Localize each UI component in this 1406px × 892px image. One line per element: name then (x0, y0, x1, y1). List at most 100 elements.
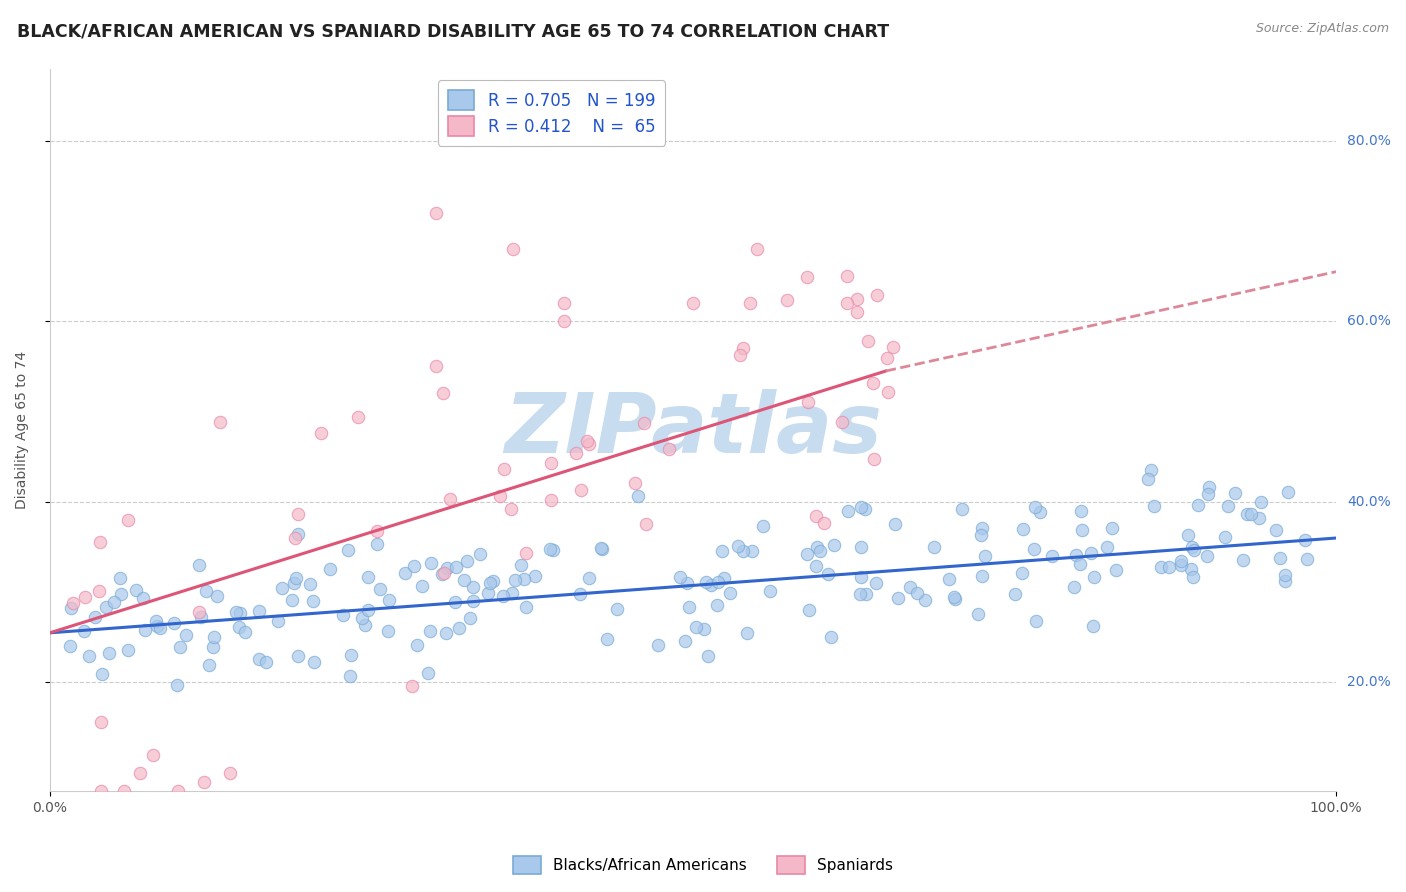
Point (706, 598, 728, 612)
Point (804, 508, 827, 523)
Point (401, 679, 423, 693)
Text: Source: ZipAtlas.com: Source: ZipAtlas.com (1256, 22, 1389, 36)
Point (849, 570, 872, 584)
Point (914, 593, 936, 607)
Point (128, 765, 150, 780)
Point (502, 242, 524, 256)
Point (523, 569, 546, 583)
Point (1182, 543, 1205, 558)
Point (697, 648, 720, 663)
Point (1232, 552, 1254, 566)
Point (596, 632, 619, 646)
Point (271, 581, 294, 595)
Point (419, 624, 441, 639)
Point (1070, 504, 1092, 518)
Point (419, 556, 441, 570)
Point (425, 206, 447, 220)
Point (503, 573, 526, 587)
Point (541, 543, 564, 558)
Point (394, 566, 416, 580)
Point (1011, 566, 1033, 580)
Point (898, 581, 921, 595)
Point (1294, 533, 1316, 547)
Point (461, 580, 484, 594)
Point (731, 342, 754, 356)
Point (806, 540, 828, 554)
Point (337, 543, 360, 558)
Point (1143, 499, 1166, 513)
Point (332, 607, 354, 622)
Point (796, 270, 818, 285)
Point (700, 578, 723, 592)
Point (943, 591, 966, 606)
Point (433, 566, 456, 580)
Point (1101, 521, 1123, 535)
Point (624, 475, 647, 490)
Text: 40.0%: 40.0% (1347, 495, 1391, 509)
Point (169, 640, 191, 654)
Point (468, 547, 491, 561)
Point (72, 624, 94, 638)
Point (1274, 567, 1296, 582)
Point (219, 765, 242, 780)
Point (806, 558, 828, 573)
Point (1268, 550, 1291, 565)
Point (713, 571, 735, 585)
Point (461, 594, 484, 608)
Point (1170, 558, 1192, 572)
Point (187, 606, 209, 620)
Point (837, 269, 859, 284)
Point (339, 669, 361, 683)
Point (194, 584, 217, 599)
Point (60, 600, 83, 615)
Text: ZIPatlas: ZIPatlas (503, 389, 882, 470)
Point (366, 524, 388, 539)
Point (193, 774, 215, 789)
Point (1070, 523, 1092, 537)
Point (377, 624, 399, 638)
Point (813, 516, 835, 530)
Point (626, 489, 648, 503)
Point (456, 554, 478, 568)
Point (402, 559, 425, 574)
Point (443, 595, 465, 609)
Point (966, 607, 988, 621)
Point (1080, 546, 1102, 560)
Point (866, 288, 889, 302)
Point (553, 296, 575, 310)
Point (352, 611, 374, 625)
Point (77, 648, 100, 663)
Point (678, 600, 700, 615)
Point (759, 583, 782, 598)
Point (117, 513, 139, 527)
Point (883, 516, 905, 531)
Point (950, 501, 973, 516)
Point (499, 502, 522, 516)
Point (447, 621, 470, 635)
Point (693, 622, 716, 636)
Point (501, 585, 523, 599)
Point (311, 426, 333, 441)
Point (1177, 528, 1199, 542)
Point (1213, 530, 1236, 544)
Point (59, 639, 82, 653)
Point (845, 305, 868, 319)
Point (718, 586, 741, 600)
Point (922, 540, 945, 554)
Point (347, 410, 370, 425)
Y-axis label: Disability Age 65 to 74: Disability Age 65 to 74 (15, 351, 30, 508)
Point (647, 638, 669, 652)
Point (578, 437, 600, 451)
Point (87, 584, 110, 599)
Point (298, 576, 321, 591)
Point (707, 574, 730, 589)
Point (578, 571, 600, 585)
Point (1040, 549, 1063, 563)
Point (1180, 562, 1202, 576)
Point (942, 590, 965, 604)
Point (225, 605, 247, 619)
Point (887, 591, 910, 605)
Point (1223, 485, 1246, 500)
Point (434, 626, 457, 640)
Point (515, 546, 537, 560)
